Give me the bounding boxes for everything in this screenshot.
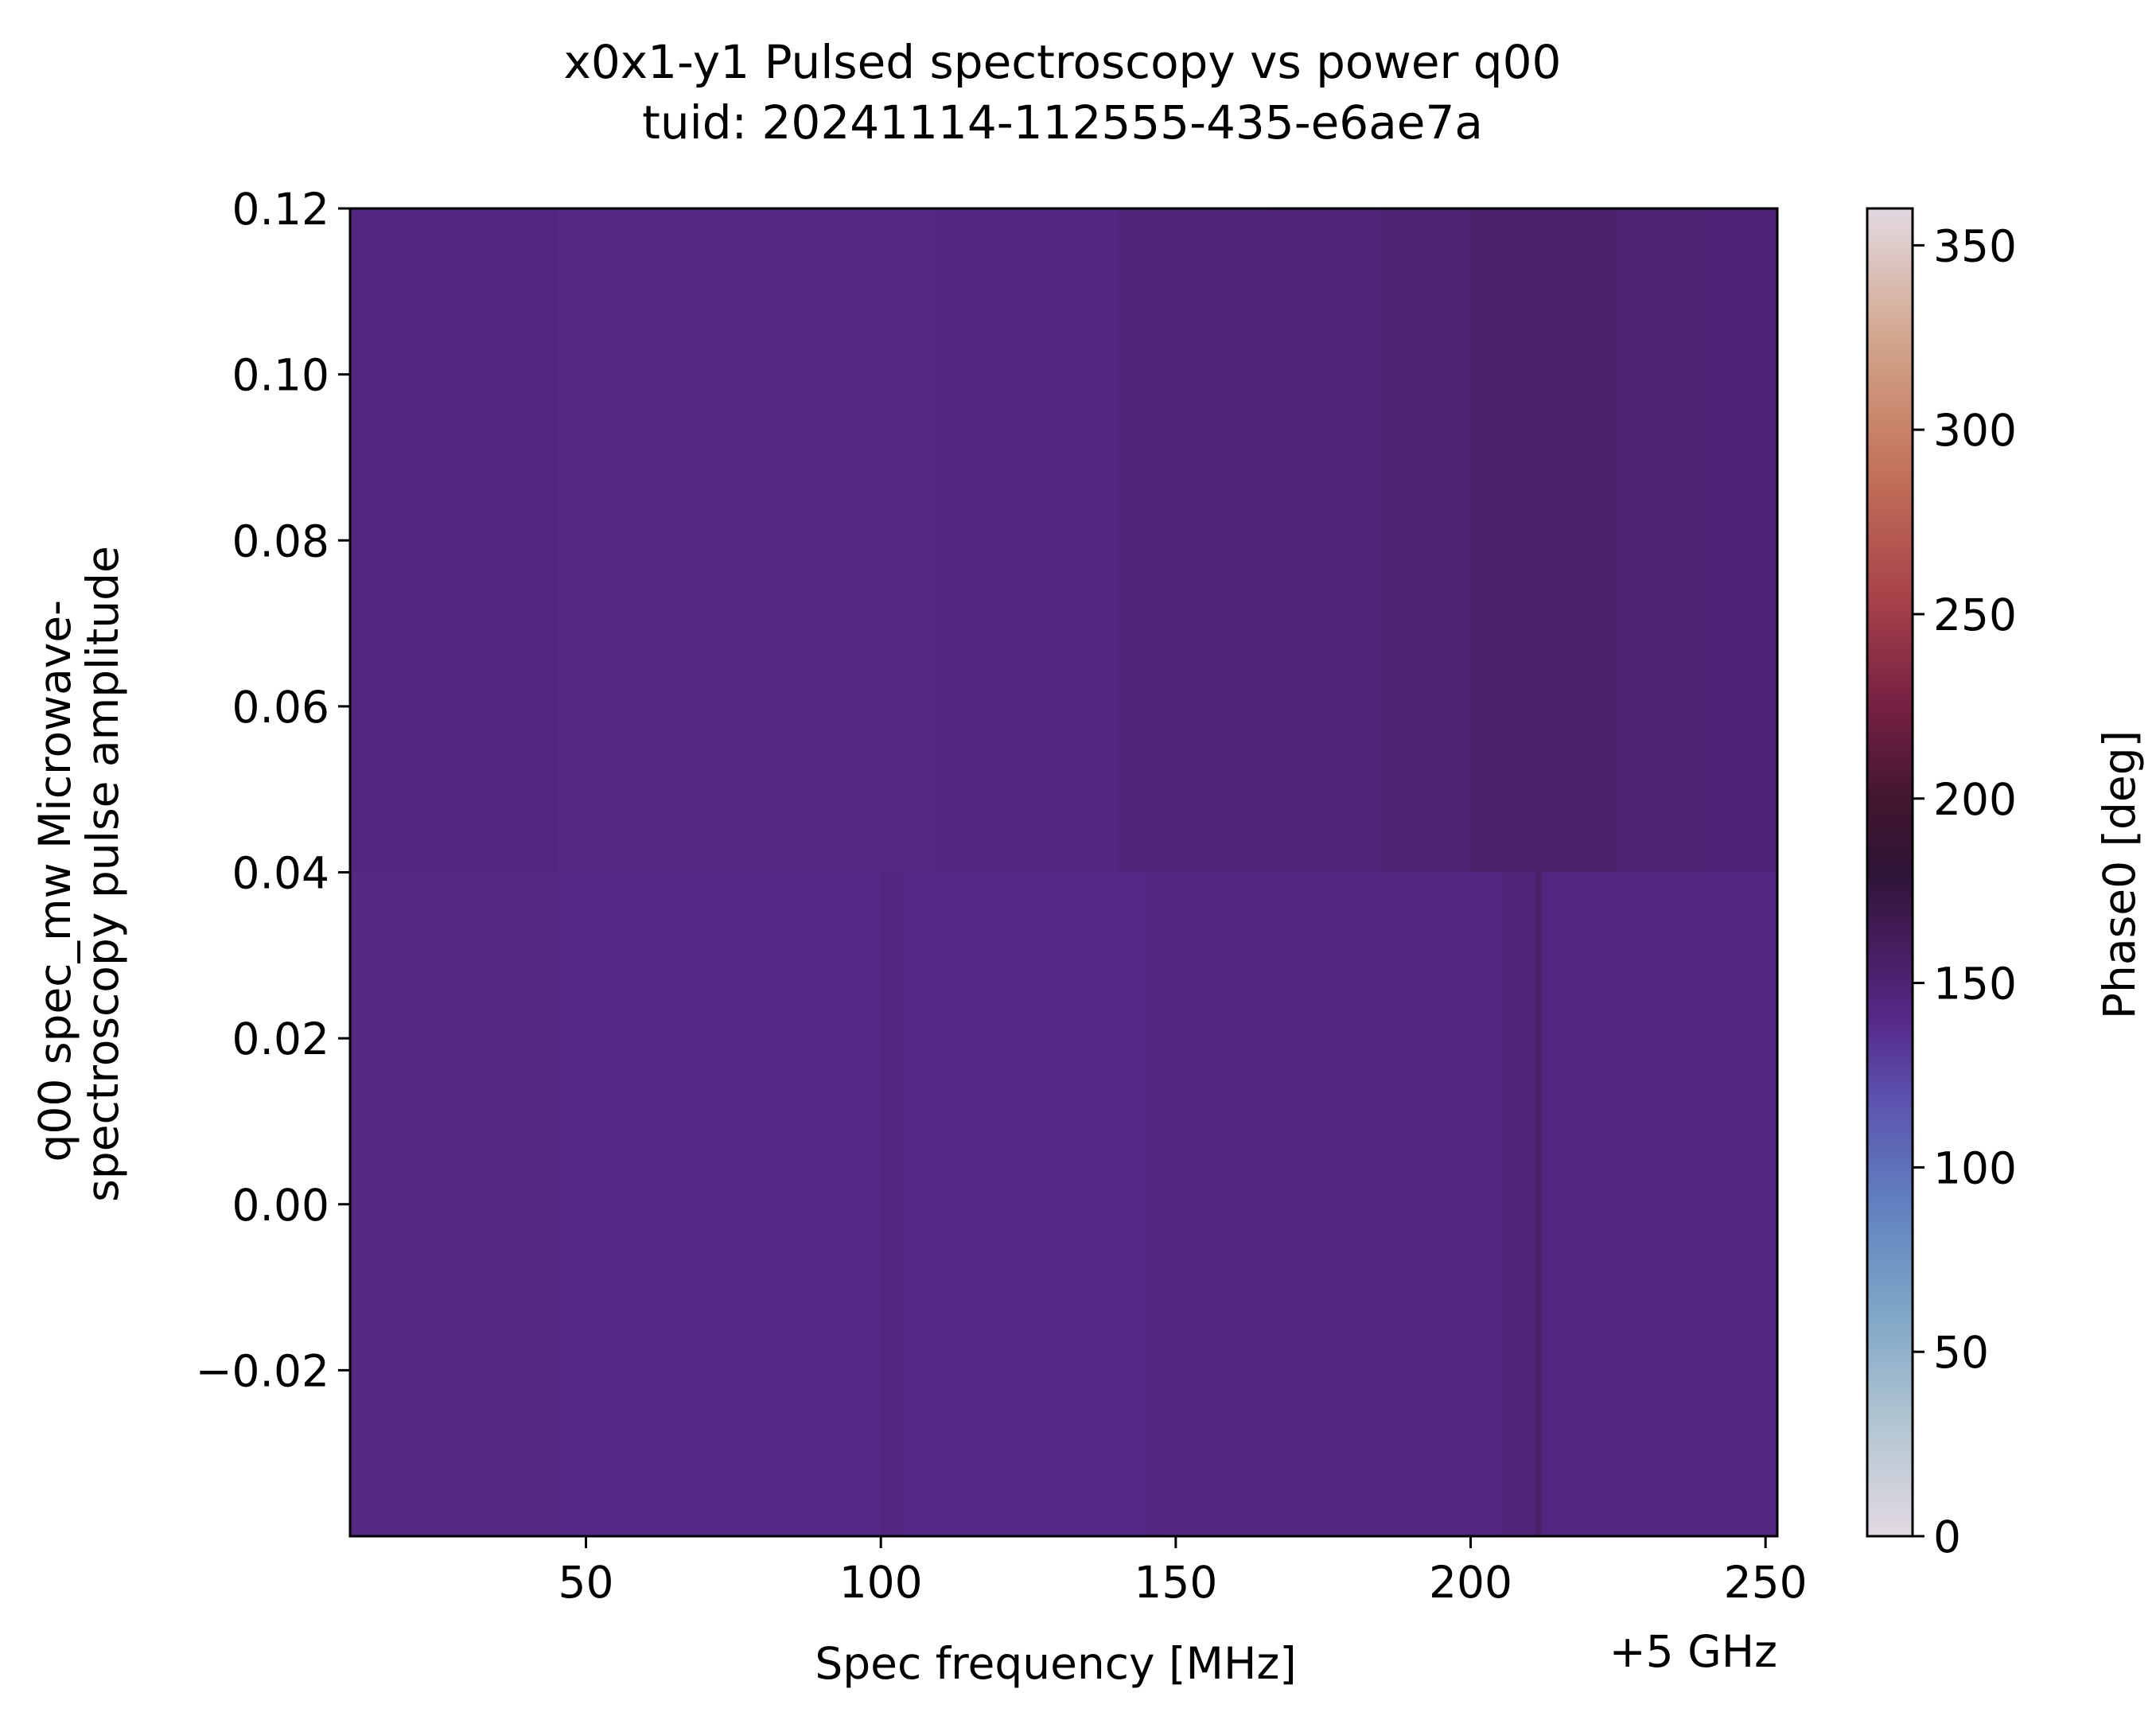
x-tick-label-100: 100 bbox=[839, 1557, 923, 1608]
colorbar-label: Phase0 [deg] bbox=[2094, 730, 2145, 1019]
heatmap-cell-r1-s8 bbox=[1470, 208, 1619, 873]
x-tick-label-250: 250 bbox=[1724, 1557, 1808, 1608]
colorbar bbox=[1867, 208, 1913, 1536]
heatmap-cell-r1-s10 bbox=[1707, 208, 1777, 873]
heatmap-cell-r0-s7 bbox=[1535, 872, 1543, 1536]
heatmap-cell-r0-s1 bbox=[556, 872, 881, 1536]
y-axis-label-line-1: q00 spec_mw Microwave- bbox=[29, 600, 80, 1162]
x-tick-label-50: 50 bbox=[558, 1557, 614, 1608]
y-tick-label-0.02: 0.02 bbox=[232, 1014, 329, 1064]
colorbar-tick-label-100: 100 bbox=[1933, 1142, 2017, 1193]
heatmap-cell-r1-s6 bbox=[1264, 208, 1383, 873]
chart-subtitle: tuid: 20241114-112555-435-e6ae7a bbox=[642, 95, 1483, 150]
colorbar-tick-label-150: 150 bbox=[1933, 959, 2017, 1010]
x-tick-label-200: 200 bbox=[1429, 1557, 1512, 1608]
colorbar-tick-label-0: 0 bbox=[1933, 1512, 1961, 1562]
y-axis: −0.02 0.00 0.02 0.04 0.06 0.08 0.10 0.12 bbox=[195, 184, 350, 1396]
heatmap-cells bbox=[350, 208, 1777, 1536]
colorbar-tick-label-200: 200 bbox=[1933, 774, 2017, 825]
heatmap-cell-r0-s6 bbox=[1500, 872, 1536, 1536]
y-tick-label-0.1: 0.10 bbox=[232, 350, 329, 401]
heatmap-cell-r1-s9 bbox=[1617, 208, 1707, 873]
heatmap-cell-r0-s2 bbox=[881, 872, 905, 1536]
colorbar-tick-label-250: 250 bbox=[1933, 590, 2017, 640]
y-tick-label--0.02: −0.02 bbox=[195, 1345, 329, 1396]
y-tick-label-0.12: 0.12 bbox=[232, 184, 329, 235]
y-tick-label-0.04: 0.04 bbox=[232, 848, 329, 899]
colorbar-axis: 0 50 100 150 200 250 300 350 bbox=[1913, 220, 2017, 1562]
heatmap-cell-r1-s1 bbox=[485, 208, 558, 873]
heatmap-cell-r0-s0 bbox=[350, 872, 558, 1536]
x-axis-offset-label: +5 GHz bbox=[1609, 1626, 1777, 1677]
heatmap-cell-r1-s2 bbox=[556, 208, 764, 873]
heatmap-cell-r1-s0 bbox=[350, 208, 487, 873]
heatmap-cell-r0-s5 bbox=[1164, 872, 1501, 1536]
x-axis-label: Spec frequency [MHz] bbox=[815, 1638, 1296, 1689]
colorbar-tick-label-300: 300 bbox=[1933, 405, 2017, 456]
colorbar-frame bbox=[1866, 207, 1914, 1538]
colorbar-tick-label-350: 350 bbox=[1933, 220, 2017, 271]
colorbar-tick-label-50: 50 bbox=[1933, 1327, 1989, 1378]
x-tick-label-150: 150 bbox=[1134, 1557, 1217, 1608]
heatmap-cell-r1-s4 bbox=[940, 208, 1118, 873]
y-tick-label-0: 0.00 bbox=[232, 1180, 329, 1231]
y-tick-label-0.08: 0.08 bbox=[232, 516, 329, 566]
heatmap-cell-r1-s7 bbox=[1382, 208, 1472, 873]
heatmap-cell-r0-s4 bbox=[1146, 872, 1165, 1536]
heatmap-cell-r1-s5 bbox=[1116, 208, 1265, 873]
chart-title-block: x0x1-y1 Pulsed spectroscopy vs power q00… bbox=[348, 32, 1777, 153]
y-tick-label-0.06: 0.06 bbox=[232, 682, 329, 733]
heatmap-cell-r1-s3 bbox=[762, 208, 940, 873]
heatmap-cell-r0-s8 bbox=[1541, 872, 1777, 1536]
chart-title: x0x1-y1 Pulsed spectroscopy vs power q00 bbox=[563, 35, 1562, 89]
y-axis-label-line-2: spectroscopy pulse amplitude bbox=[77, 546, 128, 1202]
y-axis-label: q00 spec_mw Microwave- spectroscopy puls… bbox=[29, 546, 128, 1202]
heatmap-cell-r0-s3 bbox=[904, 872, 1147, 1536]
x-axis: 50 100 150 200 250 bbox=[558, 1536, 1808, 1608]
